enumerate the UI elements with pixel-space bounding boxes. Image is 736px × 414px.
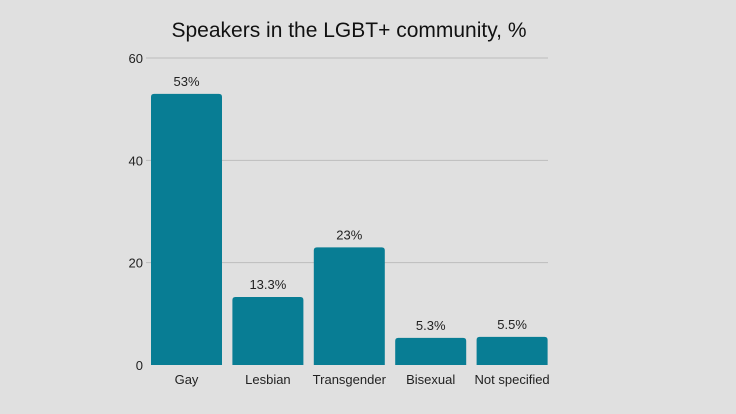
y-tick-label: 40 xyxy=(129,153,143,168)
data-labels: 53% 13.3% 23% 5.3% 5.5% xyxy=(173,74,527,333)
category-label: Lesbian xyxy=(245,372,291,387)
data-label: 23% xyxy=(336,227,362,242)
category-label: Not specified xyxy=(475,372,550,387)
data-label: 5.3% xyxy=(416,318,446,333)
bar-gay xyxy=(151,93,222,366)
x-axis-categories: Gay Lesbian Transgender Bisexual Not specifi… xyxy=(175,372,550,387)
bar-not-specified xyxy=(476,336,548,365)
bars xyxy=(151,93,548,366)
bar-bisexual xyxy=(395,337,467,365)
y-tick-label: 0 xyxy=(136,358,143,373)
bar-lesbian xyxy=(232,296,304,365)
category-label: Gay xyxy=(175,372,199,387)
category-label: Transgender xyxy=(313,372,387,387)
data-label: 5.5% xyxy=(497,317,527,332)
bar-transgender xyxy=(313,247,385,365)
data-label: 53% xyxy=(173,74,199,89)
chart-title: Speakers in the LGBT+ community, % xyxy=(171,19,526,42)
y-tick-label: 20 xyxy=(129,256,143,271)
y-axis-ticks: 0 20 40 60 xyxy=(129,51,143,373)
category-label: Bisexual xyxy=(406,372,455,387)
y-tick-label: 60 xyxy=(129,51,143,66)
data-label: 13.3% xyxy=(249,277,286,292)
